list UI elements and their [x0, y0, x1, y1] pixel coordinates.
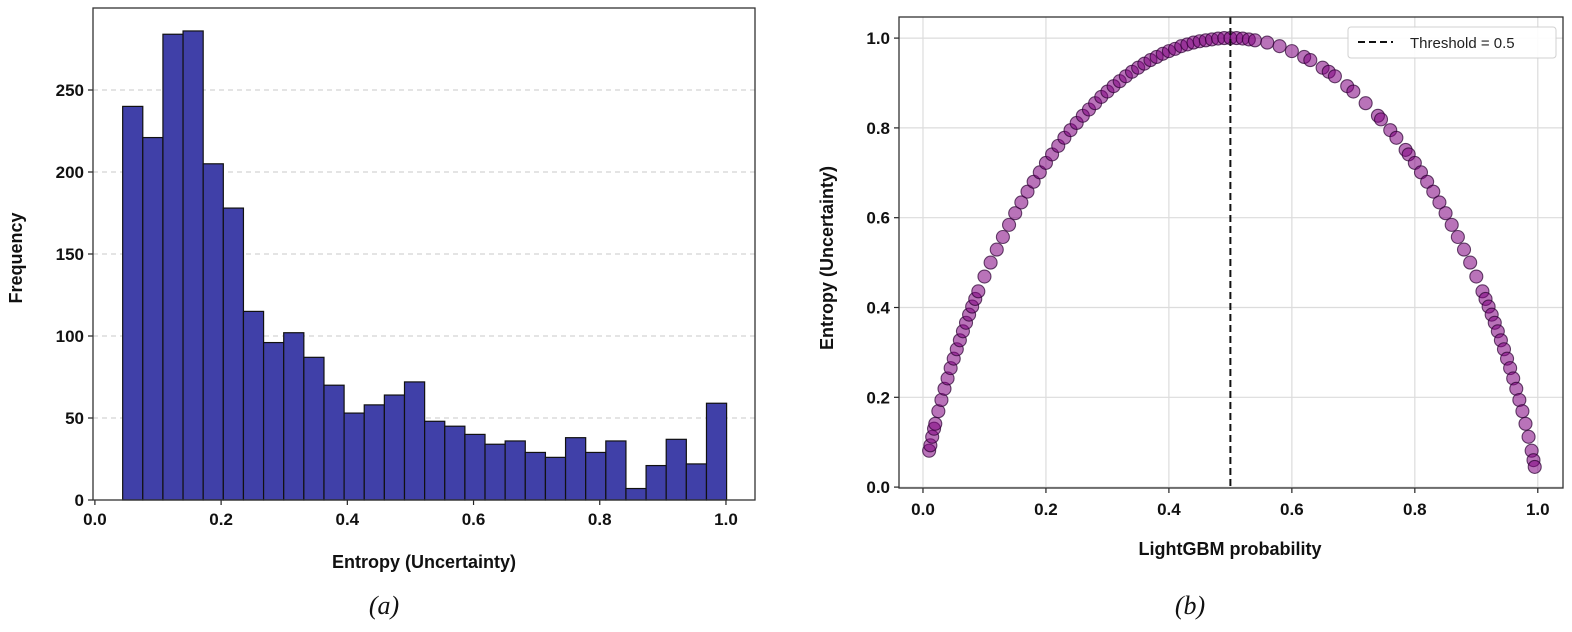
hist-bar [142, 136, 164, 501]
scatter-x-tick-label: 0.8 [1403, 500, 1427, 519]
scatter-point [1426, 184, 1441, 199]
scatter-panel-b: 0.0 0.2 0.4 0.6 0.8 1.0 0.0 0.2 0.4 0.6 0.8 1.0 Thre… [866, 16, 1564, 519]
scatter-x-tick-label: 0.2 [1034, 500, 1058, 519]
hist-bar [383, 394, 406, 501]
scatter-point [1469, 269, 1484, 284]
scatter-point [1521, 429, 1536, 444]
legend-label: Threshold = 0.5 [1410, 35, 1515, 52]
hist-bar [343, 412, 365, 501]
scatter-point [928, 416, 943, 431]
hist-bar [242, 310, 265, 501]
scatter-x-axis-label: LightGBM probability [1139, 539, 1322, 559]
scatter-y-tick-label: 0.2 [866, 388, 890, 407]
hist-bar [605, 440, 627, 501]
hist-y-axis-label: Frequency [6, 212, 26, 303]
scatter-point [971, 284, 986, 299]
hist-x-axis-label: Entropy (Uncertainty) [332, 552, 516, 572]
hist-bar [524, 451, 547, 501]
hist-x-tick-label: 0.8 [588, 510, 612, 529]
scatter-y-tick-label: 1.0 [866, 29, 890, 48]
scatter-y-tick-label: 0.8 [866, 119, 890, 138]
scatter-point [1527, 459, 1542, 474]
hist-bar [464, 433, 486, 501]
hist-bar [122, 105, 144, 501]
hist-x-tick-label: 0.0 [83, 510, 107, 529]
scatter-y-tick-label: 0.0 [866, 478, 890, 497]
scatter-x-tick-label: 0.6 [1280, 500, 1304, 519]
scatter-point [1008, 206, 1023, 221]
scatter-x-tick-label: 1.0 [1526, 500, 1550, 519]
hist-bar [182, 30, 204, 501]
hist-bar [162, 33, 184, 501]
hist-bar [323, 384, 345, 501]
scatter-point [1284, 44, 1299, 59]
hist-bar [283, 332, 305, 501]
scatter-point [1014, 195, 1029, 210]
scatter-point [1389, 130, 1404, 145]
hist-x-tick-label: 0.6 [462, 510, 486, 529]
scatter-point [1327, 69, 1342, 84]
hist-bar [303, 356, 325, 501]
scatter-point [1303, 53, 1318, 68]
hist-y-tick-label: 50 [65, 409, 84, 428]
scatter-y-tick-label: 0.4 [866, 299, 890, 318]
hist-bar [424, 420, 446, 501]
scatter-point [1438, 206, 1453, 221]
scatter-point [1247, 33, 1263, 48]
scatter-y-axis-label: Entropy (Uncertainty) [817, 166, 837, 350]
scatter-point [1456, 242, 1472, 257]
hist-x-tick-label: 0.4 [336, 510, 360, 529]
hist-bar [685, 463, 708, 501]
scatter-point [977, 269, 992, 284]
hist-y-tick-label: 150 [56, 245, 84, 264]
legend: Threshold = 0.5 [1347, 26, 1557, 59]
scatter-point [1002, 217, 1017, 232]
scatter-plot-frame [898, 16, 1564, 489]
scatter-point [1518, 416, 1533, 431]
hist-bar [544, 456, 567, 501]
scatter-point [1260, 35, 1275, 50]
hist-y-tick-label: 250 [56, 81, 84, 100]
hist-bar [262, 341, 285, 501]
scatter-y-tick-label: 0.6 [866, 209, 890, 228]
hist-bar [564, 437, 587, 501]
scatter-point [1373, 112, 1389, 127]
scatter-point [983, 255, 998, 270]
hist-bar [645, 464, 667, 501]
hist-y-tick-label: 0 [75, 491, 84, 510]
scatter-point [995, 229, 1010, 245]
legend-box [1347, 26, 1557, 59]
scatter-point [1515, 404, 1530, 419]
hist-bar [222, 207, 245, 501]
histogram-panel-a: 0 50 100 150 200 250 0.0 0.2 0.4 0.6 0.8 1.0 [56, 7, 756, 529]
scatter-point [989, 242, 1004, 257]
hist-bar [625, 487, 647, 501]
hist-x-tick-label: 1.0 [714, 510, 738, 529]
scatter-x-tick-label: 0.0 [911, 500, 935, 519]
hist-y-tick-label: 200 [56, 163, 84, 182]
caption-a: (a) [369, 591, 399, 620]
hist-bar [705, 402, 728, 501]
hist-bar [665, 438, 687, 501]
hist-bar [202, 163, 224, 501]
scatter-point [1346, 84, 1361, 99]
scatter-point [1463, 255, 1478, 270]
scatter-point [1358, 96, 1373, 111]
caption-b: (b) [1175, 591, 1205, 620]
hist-bar [403, 381, 426, 501]
hist-y-tick-label: 100 [56, 327, 84, 346]
hist-bar [504, 440, 526, 501]
scatter-point [1444, 217, 1459, 232]
hist-bar [363, 404, 385, 501]
hist-plot-frame [92, 7, 756, 501]
scatter-point [1272, 39, 1287, 54]
hist-bar [484, 443, 506, 501]
scatter-x-tick-label: 0.4 [1157, 500, 1181, 519]
hist-bar [444, 425, 466, 501]
scatter-point [1432, 195, 1447, 210]
hist-x-tick-label: 0.2 [209, 510, 233, 529]
scatter-point [1450, 229, 1465, 245]
hist-bar [585, 451, 607, 501]
